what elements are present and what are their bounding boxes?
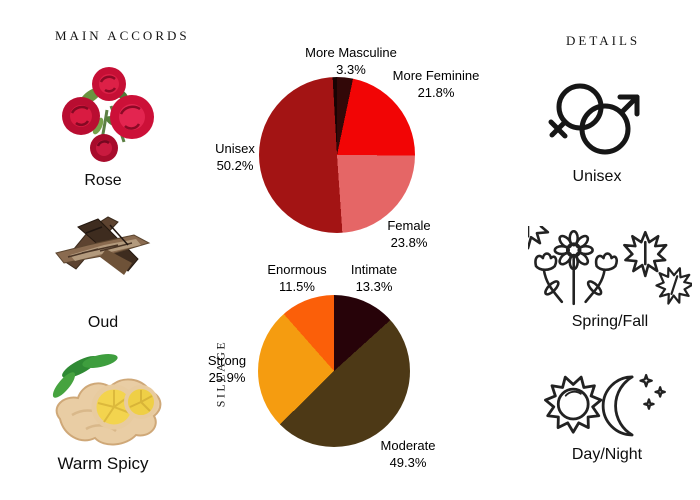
details-title: DETAILS <box>566 33 641 48</box>
pie-label-strong: Strong 25.9% <box>207 353 247 385</box>
maple-leaf-shape <box>528 226 550 250</box>
sun-core <box>556 387 590 421</box>
pie-label-unisex: Unisex 50.2% <box>215 141 255 173</box>
pie-label-more-feminine: More Feminine 21.8% <box>392 68 480 100</box>
detail-label-spring-fall: Spring/Fall <box>571 313 649 330</box>
detail-label-unisex: Unisex <box>572 168 622 185</box>
detail-label-day-night: Day/Night <box>571 446 643 463</box>
ginger-root-illustration <box>52 354 162 446</box>
rose-bouquet-illustration <box>62 67 154 162</box>
sparkle-stars <box>639 373 666 410</box>
crescent-moon <box>601 375 634 437</box>
accord-label-oud: Oud <box>87 314 119 331</box>
pie-label-enormous: Enormous 11.5% <box>267 262 327 294</box>
flower-group <box>534 229 618 306</box>
pie-label-moderate: Moderate 49.3% <box>380 438 436 470</box>
male-female-symbols-icon <box>546 74 642 164</box>
pie-label-more-masculine: More Masculine 3.3% <box>305 45 397 77</box>
sillage-axis-title: SILLAGE <box>213 339 228 408</box>
accord-label-warm-spicy: Warm Spicy <box>57 454 149 473</box>
flowers-and-maple-leaves-icon <box>528 226 692 314</box>
pie-label-female: Female 23.8% <box>387 218 431 250</box>
oud-image <box>48 205 158 293</box>
accord-label-rose: Rose <box>84 172 122 189</box>
gender-pie-chart <box>259 77 415 233</box>
warm-spicy-image <box>42 345 177 453</box>
oud-wood-illustration <box>55 216 151 275</box>
sun-and-moon-icon <box>530 362 680 448</box>
sillage-pie-chart <box>258 295 410 447</box>
main-accords-title: MAIN ACCORDS <box>55 28 190 43</box>
sun-rays <box>544 375 603 434</box>
rose-image <box>50 60 164 172</box>
pie-label-intimate: Intimate 13.3% <box>350 262 398 294</box>
